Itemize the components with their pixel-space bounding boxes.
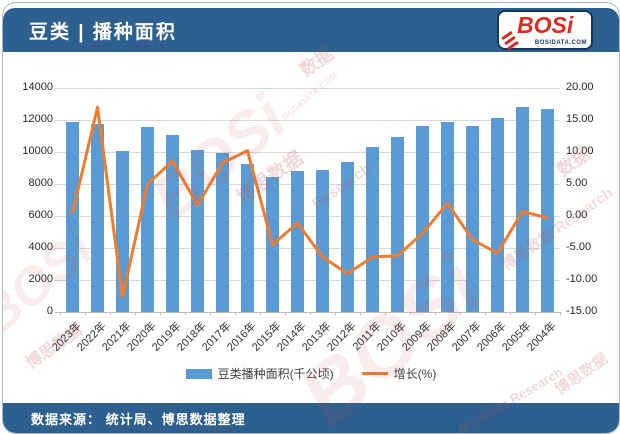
bar-2022年 (91, 124, 104, 312)
x-axis-tick (485, 312, 486, 315)
right-axis-tick: 10.00 (566, 145, 594, 157)
x-axis-tick (460, 312, 461, 315)
left-axis-tick: 0 (46, 305, 53, 317)
x-axis-tick (160, 312, 161, 315)
right-axis-tick: 0.00 (566, 209, 588, 221)
left-axis-tick: 12000 (22, 113, 53, 125)
legend-item-growth: 增长(%) (361, 365, 437, 382)
x-axis-tick (60, 312, 61, 315)
legend-label: 豆类播种面积(千公顷) (217, 367, 334, 381)
line-swatch-icon (361, 372, 388, 375)
data-source: 数据来源： 统计局、博思数据整理 (31, 412, 246, 427)
bar-2011年 (366, 147, 379, 312)
bar-2018年 (191, 150, 204, 312)
legend-item-area: 豆类播种面积(千公顷) (185, 365, 334, 382)
bar-2020年 (141, 127, 154, 312)
gridline (55, 280, 560, 281)
right-axis-tick: 15.00 (566, 113, 594, 125)
gridline (55, 248, 560, 249)
bar-2008年 (441, 121, 454, 312)
bar-2013年 (316, 170, 329, 312)
bar-2016年 (241, 164, 254, 312)
left-axis-tick: 10000 (22, 145, 53, 157)
growth-line (71, 105, 549, 299)
x-axis-tick (335, 312, 336, 315)
x-axis-tick (210, 312, 211, 315)
logo-domain: BOSIDATA.COM (534, 40, 587, 46)
bar-2019年 (166, 135, 179, 312)
x-axis-tick (310, 312, 311, 315)
bar-2012年 (341, 162, 354, 312)
footer-bar: 数据来源： 统计局、博思数据整理 (3, 403, 619, 433)
left-axis-tick: 4000 (28, 241, 53, 253)
x-axis-tick (385, 312, 386, 315)
legend: 豆类播种面积(千公顷) 增长(%) (3, 365, 619, 382)
gridline (55, 120, 560, 121)
gridline (55, 216, 560, 217)
x-axis-tick (110, 312, 111, 315)
x-axis-tick (260, 312, 261, 315)
x-axis-tick (285, 312, 286, 315)
logo-wordmark: BOSi (517, 12, 574, 38)
left-axis-tick: 8000 (28, 177, 53, 189)
gridline (55, 152, 560, 153)
header-bar: 豆类 | 播种面积 BOSi BOSIDATA.COM (3, 8, 619, 52)
x-axis-tick (235, 312, 236, 315)
bar-2006年 (491, 118, 504, 312)
right-axis-tick: 5.00 (566, 177, 588, 189)
bar-2009年 (416, 125, 429, 312)
bar-2005年 (516, 107, 529, 312)
x-axis-tick (510, 312, 511, 315)
bar-swatch-icon (185, 368, 212, 379)
bar-2014年 (291, 171, 304, 312)
gridline (55, 184, 560, 185)
x-axis-tick (185, 312, 186, 315)
gridline (55, 312, 560, 313)
x-axis-tick (410, 312, 411, 315)
x-axis-tick (535, 312, 536, 315)
gridline (55, 88, 560, 89)
x-axis-tick (360, 312, 361, 315)
bosi-logo: BOSi BOSIDATA.COM (497, 10, 593, 51)
left-axis-tick: 6000 (28, 209, 53, 221)
bar-2004年 (541, 108, 554, 312)
x-axis-tick (135, 312, 136, 315)
bar-2010年 (391, 136, 404, 312)
bar-2007年 (466, 126, 479, 312)
bar-2023年 (66, 121, 79, 312)
x-axis-tick (435, 312, 436, 315)
right-axis-tick: -10.00 (566, 273, 598, 285)
right-axis-tick: 20.00 (566, 81, 594, 93)
legend-label: 增长(%) (393, 367, 437, 381)
page-title: 豆类 | 播种面积 (29, 22, 177, 43)
bar-2017年 (216, 152, 229, 312)
x-axis-tick (85, 312, 86, 315)
left-axis-tick: 14000 (22, 81, 53, 93)
left-axis-tick: 2000 (28, 273, 53, 285)
right-axis-tick: -5.00 (566, 241, 592, 253)
x-axis-tick (560, 312, 561, 315)
chart-area: 14000 20.00 12000 15.00 10000 10.00 8000 5.00 60… (3, 52, 619, 401)
right-axis-tick: -15.00 (566, 305, 598, 317)
